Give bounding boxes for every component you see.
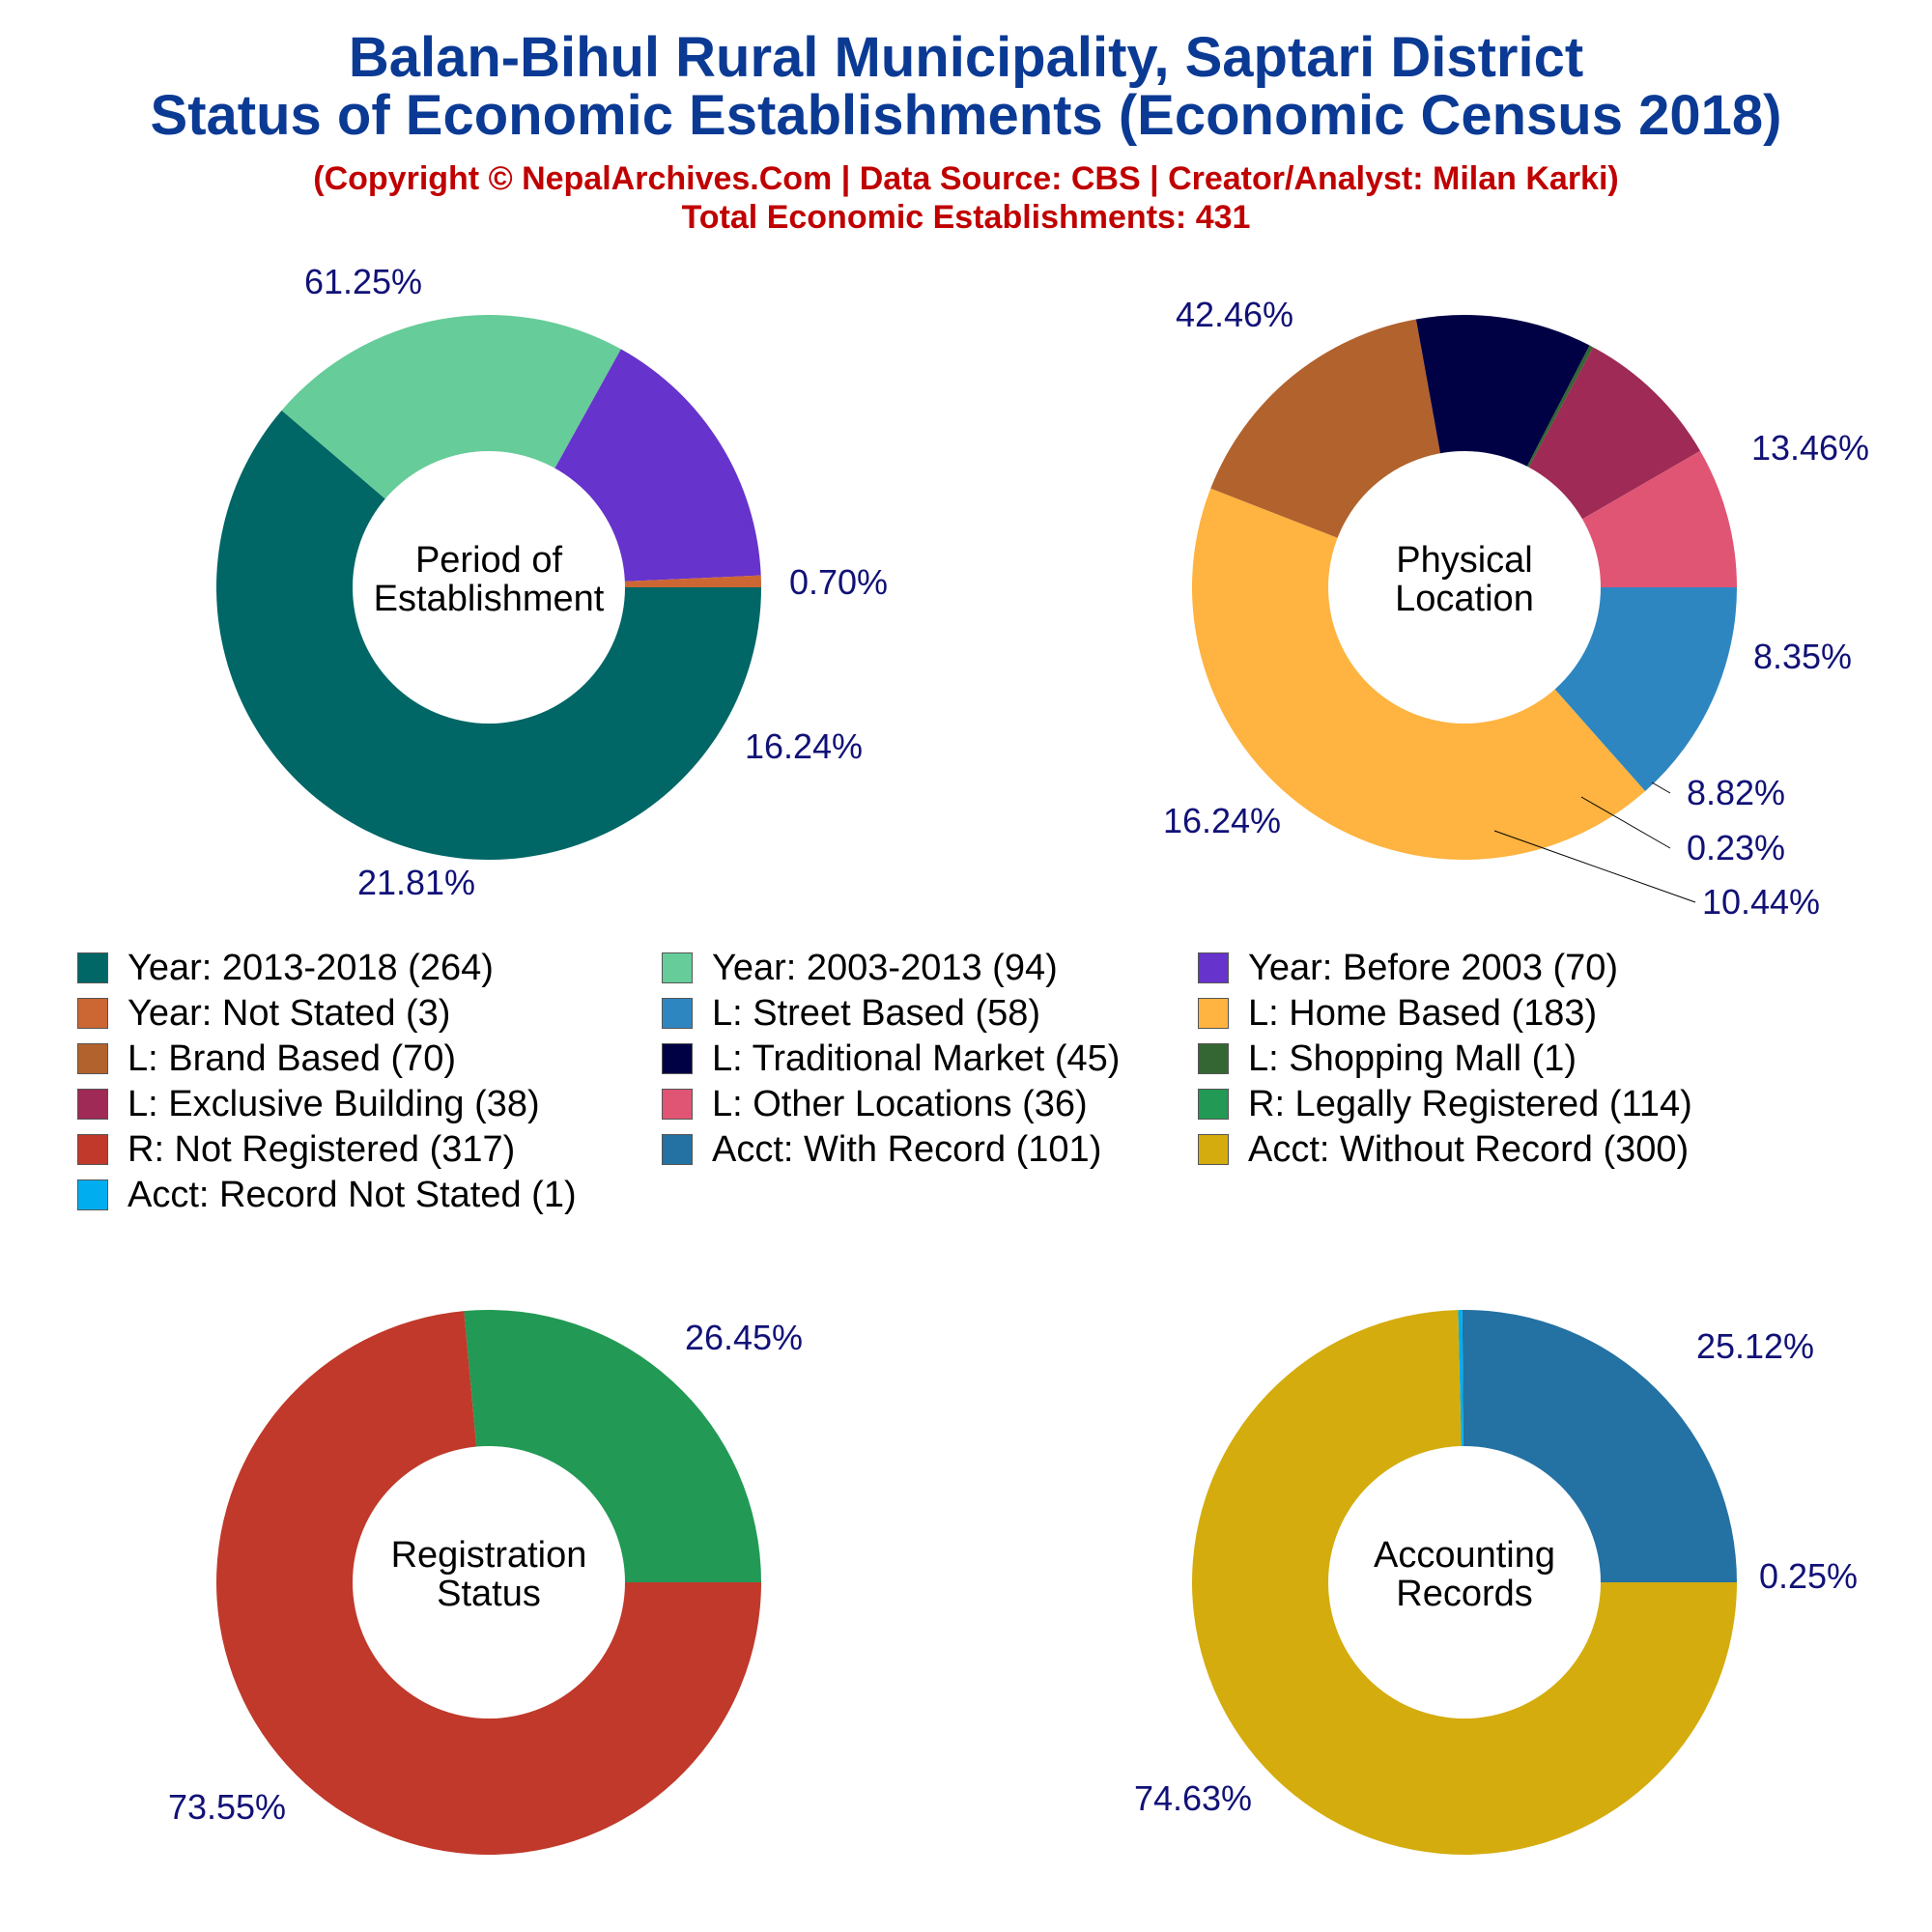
legend-item: R: Legally Registered (114)	[1198, 1083, 1692, 1125]
legend-item: Acct: With Record (101)	[662, 1128, 1101, 1171]
total-line: Total Economic Establishments: 431	[681, 199, 1251, 236]
label-leader-line	[1580, 796, 1671, 849]
legend-label: L: Traditional Market (45)	[712, 1037, 1121, 1079]
slice-percent-label: 13.46%	[1751, 428, 1869, 468]
legend-swatch	[77, 1089, 108, 1120]
legend-swatch	[662, 998, 693, 1029]
center-label: Physical	[1396, 540, 1533, 581]
donut-hole	[1328, 1446, 1601, 1719]
legend-item: L: Other Locations (36)	[662, 1083, 1088, 1125]
legend-item: Year: Not Stated (3)	[77, 992, 450, 1035]
legend-label: Year: Before 2003 (70)	[1248, 947, 1619, 988]
slice-percent-label: 21.81%	[357, 863, 475, 902]
legend-label: Acct: Without Record (300)	[1248, 1128, 1690, 1170]
legend-swatch	[77, 1179, 108, 1210]
legend-swatch	[1198, 1089, 1229, 1120]
center-label: Location	[1395, 579, 1534, 619]
legend-swatch	[1198, 952, 1229, 983]
legend-item: L: Shopping Mall (1)	[1198, 1037, 1577, 1080]
legend-swatch	[1198, 1043, 1229, 1074]
center-label: Registration	[391, 1535, 587, 1576]
legend-swatch	[662, 1089, 693, 1120]
center-label: Accounting	[1374, 1535, 1555, 1576]
legend-swatch	[77, 952, 108, 983]
slice-percent-label: 8.82%	[1687, 773, 1785, 812]
donut-chart-1: 61.25% 21.81% 16.24% 0.70% Period ofEstablis…	[215, 262, 888, 902]
legend-item: L: Home Based (183)	[1198, 992, 1597, 1035]
pie-slice	[281, 315, 621, 587]
title-line-1: Balan-Bihul Rural Municipality, Saptari …	[348, 26, 1584, 89]
legend-label: Acct: Record Not Stated (1)	[128, 1174, 577, 1215]
legend-swatch	[77, 1043, 108, 1074]
label-leader-line	[1493, 830, 1696, 903]
legend-swatch	[662, 1043, 693, 1074]
legend-item: L: Brand Based (70)	[77, 1037, 456, 1080]
legend-label: Year: 2013-2018 (264)	[128, 947, 494, 988]
slice-percent-label: 74.63%	[1134, 1778, 1252, 1818]
legend-label: L: Shopping Mall (1)	[1248, 1037, 1577, 1079]
slice-percent-label: 0.70%	[789, 562, 888, 602]
center-label: Establishment	[374, 579, 605, 619]
donut-hole	[1328, 451, 1601, 724]
slice-percent-label: 16.24%	[1163, 801, 1281, 840]
donut-chart-2: 13.46% 42.46% 16.24% 10.44% 0.23% 8.82% 8.35% P…	[1163, 295, 1869, 922]
legend-item: Year: 2013-2018 (264)	[77, 947, 494, 989]
legend-label: L: Brand Based (70)	[128, 1037, 457, 1079]
legend-label: L: Other Locations (36)	[712, 1083, 1088, 1124]
legend-swatch	[1198, 1134, 1229, 1165]
slice-percent-label: 10.44%	[1702, 882, 1820, 922]
slice-percent-label: 8.35%	[1753, 637, 1852, 676]
legend-label: R: Not Registered (317)	[128, 1128, 516, 1170]
legend-swatch	[77, 1134, 108, 1165]
legend-label: L: Exclusive Building (38)	[128, 1083, 540, 1124]
center-label: Period of	[415, 540, 563, 581]
slice-percent-label: 0.23%	[1687, 828, 1785, 867]
donut-hole	[353, 1446, 625, 1719]
credit-line: (Copyright © NepalArchives.Com | Data So…	[313, 160, 1619, 197]
center-label: Status	[437, 1574, 541, 1614]
legend-item: Year: Before 2003 (70)	[1198, 947, 1618, 989]
legend-item: Year: 2003-2013 (94)	[662, 947, 1058, 989]
slice-percent-label: 16.24%	[745, 726, 863, 766]
legend-label: Acct: With Record (101)	[712, 1128, 1102, 1170]
legend-item: L: Street Based (58)	[662, 992, 1040, 1035]
legend-swatch	[1198, 998, 1229, 1029]
legend-swatch	[662, 952, 693, 983]
slice-percent-label: 42.46%	[1176, 295, 1293, 334]
slice-percent-label: 61.25%	[304, 262, 422, 301]
legend-item: Acct: Without Record (300)	[1198, 1128, 1689, 1171]
legend-label: L: Street Based (58)	[712, 992, 1041, 1034]
donut-hole	[353, 451, 625, 724]
legend-label: R: Legally Registered (114)	[1248, 1083, 1692, 1124]
label-leader-line	[1651, 781, 1671, 794]
legend-label: Year: Not Stated (3)	[128, 992, 451, 1034]
legend-label: L: Home Based (183)	[1248, 992, 1598, 1034]
legend-swatch	[77, 998, 108, 1029]
legend-item: Acct: Record Not Stated (1)	[77, 1174, 577, 1216]
slice-percent-label: 25.12%	[1696, 1326, 1814, 1366]
legend-item: L: Traditional Market (45)	[662, 1037, 1120, 1080]
slice-percent-label: 73.55%	[168, 1787, 286, 1827]
slice-percent-label: 26.45%	[685, 1318, 803, 1357]
legend-label: Year: 2003-2013 (94)	[712, 947, 1058, 988]
legend-item: L: Exclusive Building (38)	[77, 1083, 540, 1125]
title-line-2: Status of Economic Establishments (Econo…	[150, 84, 1782, 147]
legend-item: R: Not Registered (317)	[77, 1128, 515, 1171]
center-label: Records	[1396, 1574, 1533, 1614]
slice-percent-label: 0.25%	[1759, 1556, 1858, 1596]
legend-swatch	[662, 1134, 693, 1165]
